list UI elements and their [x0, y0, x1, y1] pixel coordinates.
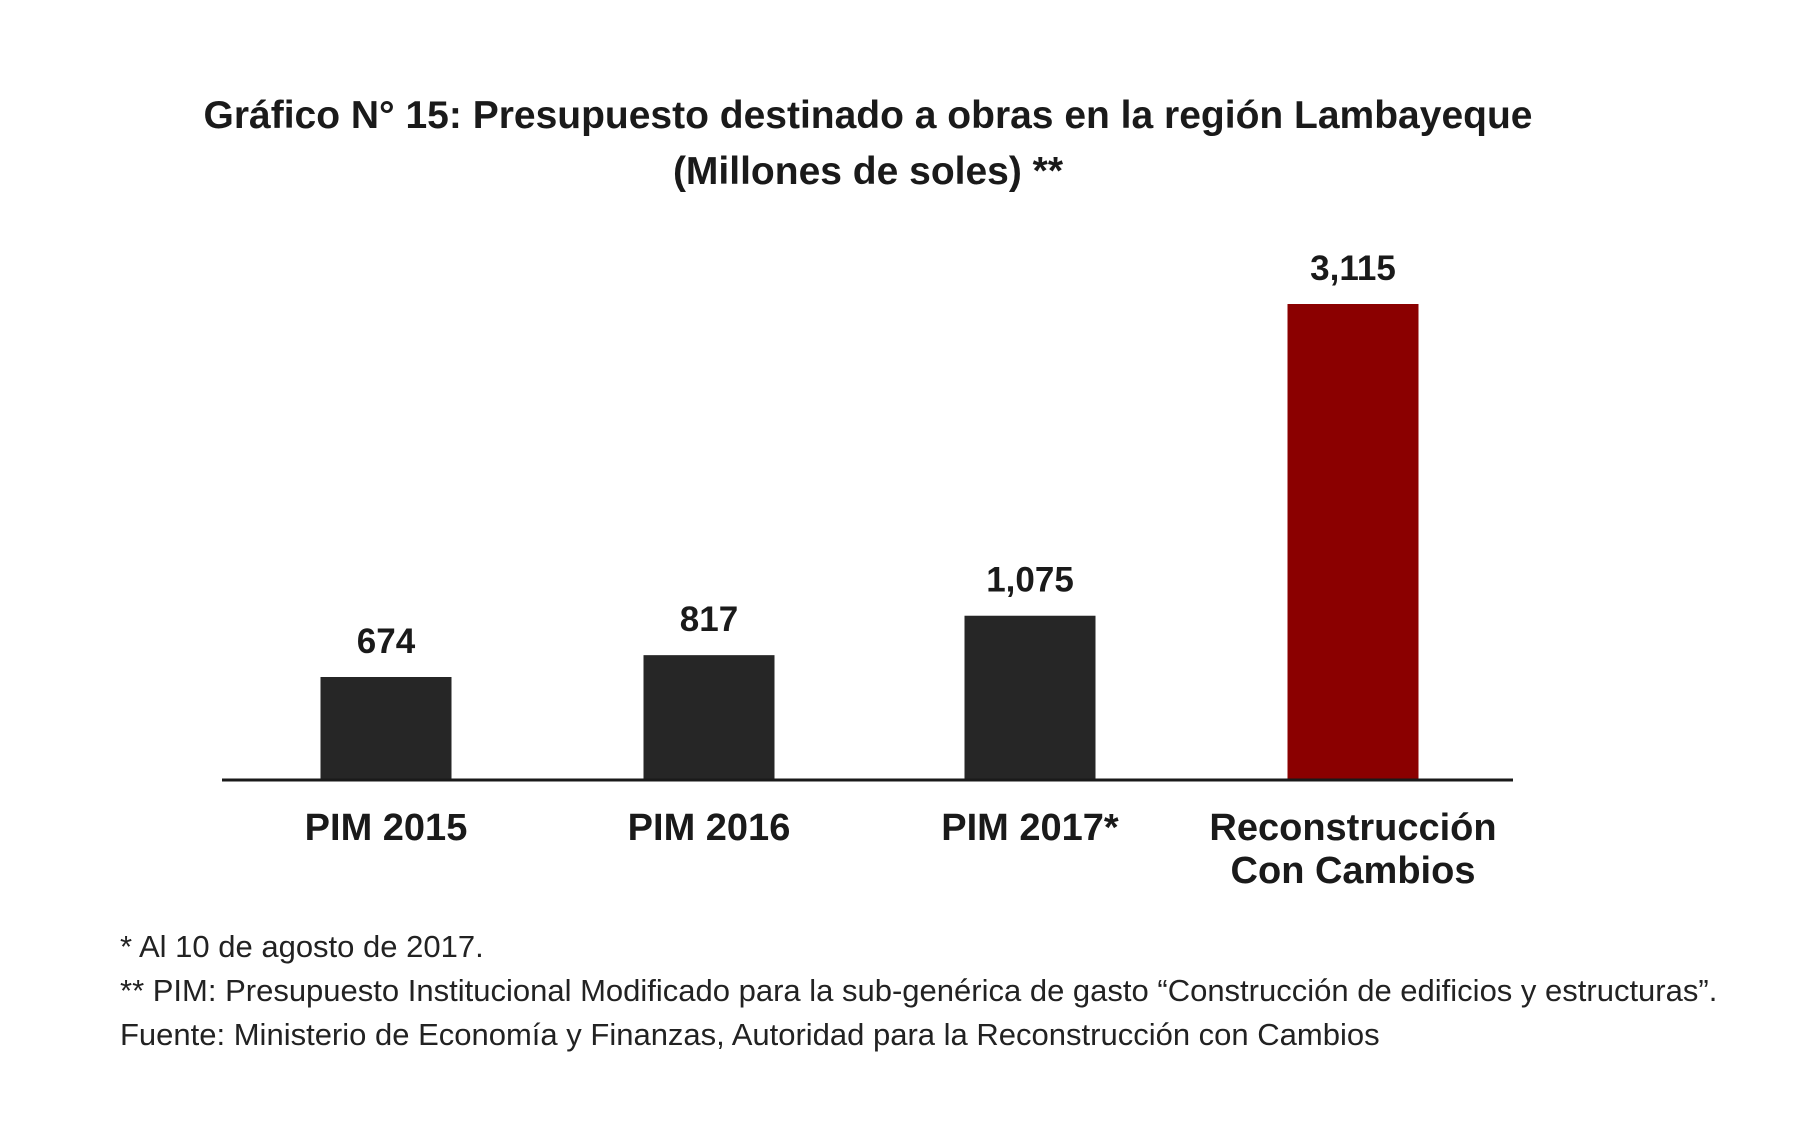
category-label-line: PIM 2016	[628, 807, 791, 849]
category-label-4: Reconstrucción Con Cambios	[1209, 807, 1496, 892]
category-label-2: PIM 2016	[628, 807, 791, 849]
bar-1	[320, 677, 452, 780]
chart-subtitle: (Millones de soles) **	[672, 150, 1064, 193]
category-label-1: PIM 2015	[305, 807, 468, 849]
footnote-date: * Al 10 de agosto de 2017.	[120, 929, 484, 964]
category-label-line: Reconstrucción	[1209, 807, 1496, 849]
data-label-4: 3,115	[1310, 249, 1396, 288]
data-label-3: 1,075	[986, 561, 1074, 600]
category-label-line: PIM 2017*	[941, 807, 1119, 849]
footnote-pim: ** PIM: Presupuesto Institucional Modifi…	[120, 973, 1718, 1008]
bar-chart: 674 PIM 2015 817 PIM 2016 1,075 PIM 2017* 3,11…	[222, 249, 1513, 892]
data-label-2: 817	[680, 600, 738, 639]
chart-title-block: Gráfico N° 15: Presupuesto destinado a o…	[0, 88, 1736, 200]
footnotes: * Al 10 de agosto de 2017. ** PIM: Presu…	[120, 925, 1770, 1057]
data-label-1: 674	[357, 622, 416, 661]
category-label-3: PIM 2017*	[941, 807, 1119, 849]
category-label-line: PIM 2015	[305, 807, 468, 849]
bar-3	[964, 615, 1096, 780]
category-label-line: Con Cambios	[1231, 850, 1476, 892]
bar-2	[643, 655, 775, 780]
chart-title: Gráfico N° 15: Presupuesto destinado a o…	[203, 94, 1533, 137]
footnote-source: Fuente: Ministerio de Economía y Finanza…	[120, 1017, 1380, 1052]
bar-4	[1287, 304, 1419, 780]
